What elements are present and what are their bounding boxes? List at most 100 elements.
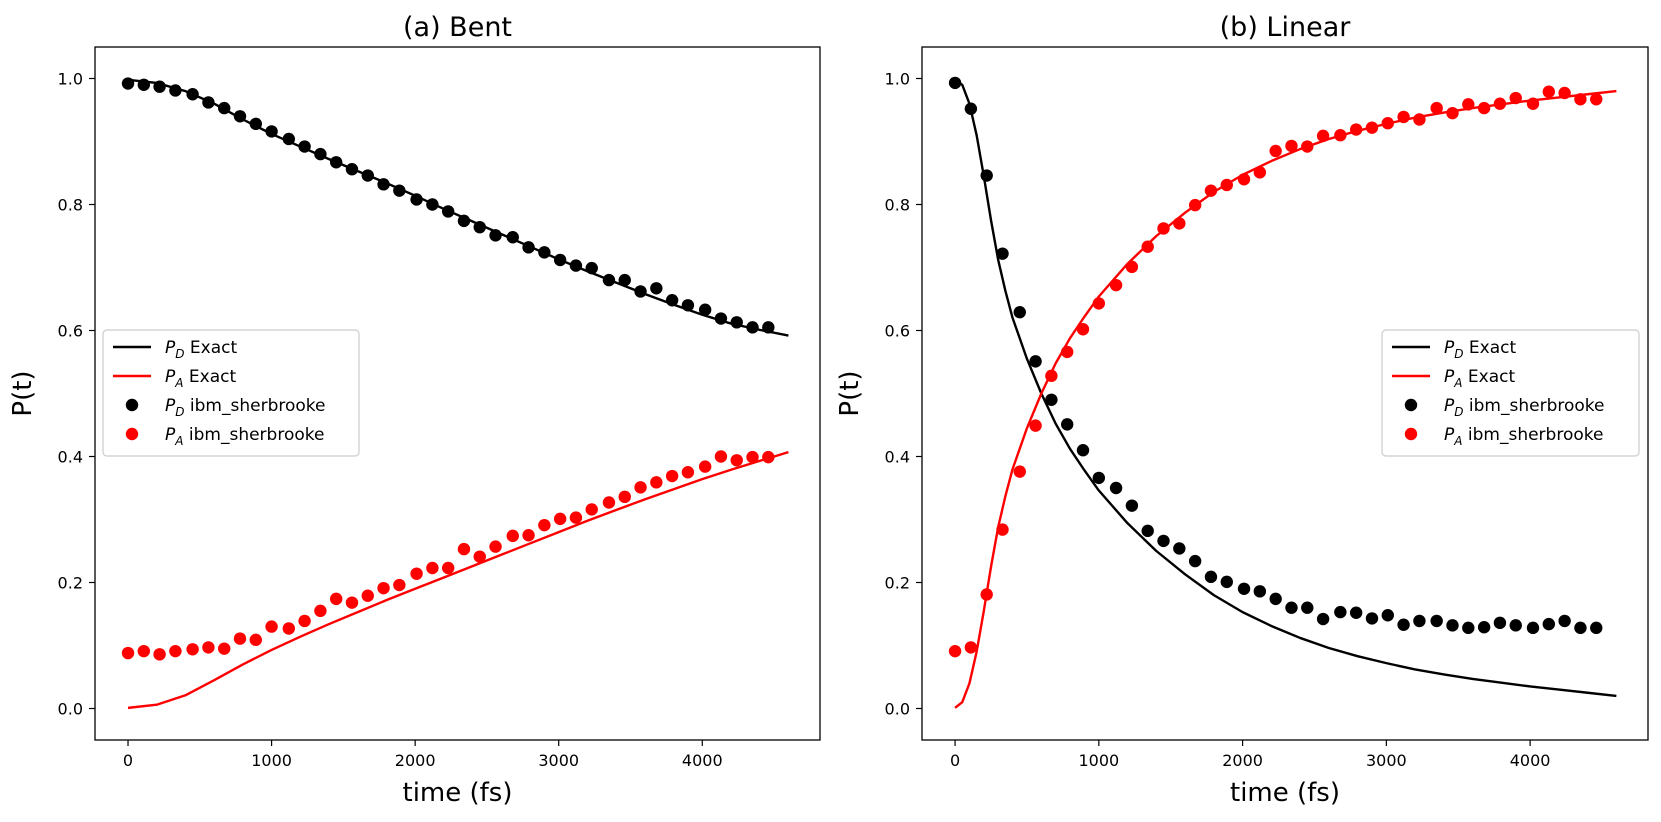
y-tick-label: 1.0 xyxy=(58,70,83,89)
data-point-pd xyxy=(1253,585,1267,598)
data-point-pa xyxy=(1349,123,1363,136)
data-point-pa xyxy=(121,646,135,660)
legend-marker-pa xyxy=(1404,427,1418,441)
data-point-pd xyxy=(298,140,311,153)
data-point-pa xyxy=(1316,129,1330,143)
data-point-pa xyxy=(1220,178,1233,192)
data-point-pa xyxy=(665,469,679,483)
data-point-pd xyxy=(996,247,1009,260)
legend-marker-pd xyxy=(1404,398,1418,412)
legend: PD Exact PA Exact PD ibm_sherbrooke PA ibm_… xyxy=(102,329,360,457)
data-point-pa xyxy=(1509,91,1522,105)
legend-label: PA ibm_sherbrooke xyxy=(165,425,324,448)
data-point-pd xyxy=(282,132,296,146)
data-point-pd xyxy=(964,102,978,115)
plot-frame xyxy=(921,46,1649,741)
data-point-pa xyxy=(1446,106,1459,120)
data-point-pa xyxy=(730,454,743,467)
data-point-pd xyxy=(426,198,439,211)
data-point-pa xyxy=(634,481,647,494)
data-point-pa xyxy=(393,578,406,592)
data-point-pd xyxy=(1365,612,1379,625)
data-point-pa xyxy=(1365,121,1379,134)
panel-bent: 0 1000 2000 3000 4000 0.0 0.2 0.4 0.6 0.8 1.0 (a) B… xyxy=(8,12,821,808)
data-point-pa xyxy=(602,496,616,509)
data-point-pa xyxy=(137,644,151,658)
data-point-pd xyxy=(265,125,278,138)
data-point-pa xyxy=(1285,139,1298,153)
y-tick-label: 0.4 xyxy=(885,448,910,467)
data-point-pa xyxy=(233,632,247,645)
x-tick-label: 2000 xyxy=(395,751,436,770)
chart-title: (a) Bent xyxy=(403,12,512,43)
data-point-pa xyxy=(282,622,296,635)
data-point-pa xyxy=(1590,93,1603,106)
data-point-pd xyxy=(1334,605,1347,619)
data-point-pd xyxy=(1045,393,1058,406)
data-point-pd xyxy=(1301,601,1314,614)
x-tick-label: 0 xyxy=(123,751,133,770)
data-point-pa xyxy=(1413,113,1426,126)
data-point-pa xyxy=(1045,369,1058,383)
data-point-pd xyxy=(1542,617,1556,631)
data-point-pa xyxy=(650,476,663,489)
legend-label: PD ibm_sherbrooke xyxy=(165,396,325,419)
series-line-pa-exact xyxy=(954,89,1617,709)
data-point-pa xyxy=(457,542,471,556)
data-point-pa xyxy=(489,540,502,553)
data-point-pd xyxy=(1125,499,1139,512)
data-point-pa xyxy=(1092,297,1106,310)
data-point-pd xyxy=(345,163,359,176)
data-point-pd xyxy=(1446,619,1459,632)
data-point-pa xyxy=(618,490,631,504)
data-point-pa xyxy=(948,644,962,658)
data-point-pa xyxy=(153,648,166,661)
data-point-pa xyxy=(186,643,199,656)
y-tick-label: 0.2 xyxy=(58,574,83,593)
data-point-pd xyxy=(1590,621,1603,635)
data-point-pd xyxy=(1413,614,1426,628)
data-point-pa xyxy=(1477,101,1491,115)
data-point-pd xyxy=(153,80,166,93)
data-point-pa xyxy=(361,589,374,602)
data-point-pd xyxy=(1237,582,1251,595)
data-point-pd xyxy=(762,321,775,334)
x-tick-label: 0 xyxy=(950,751,960,770)
legend-marker-pd xyxy=(125,398,139,412)
data-point-pd xyxy=(1141,524,1154,538)
data-point-pa xyxy=(169,644,182,658)
data-point-pa xyxy=(1237,173,1251,186)
data-point-pd xyxy=(393,184,406,197)
data-point-pa xyxy=(1301,140,1314,153)
legend-label: PD Exact xyxy=(1444,338,1516,361)
data-point-pd xyxy=(377,178,390,191)
data-point-pa xyxy=(1381,117,1394,130)
legend-label: PA Exact xyxy=(1444,367,1515,390)
data-point-pd xyxy=(585,261,598,275)
data-point-pa xyxy=(1173,217,1186,230)
data-point-pd xyxy=(1029,355,1042,368)
x-tick-label: 4000 xyxy=(682,751,723,770)
panel-linear: 0 1000 2000 3000 4000 0.0 0.2 0.4 0.6 0.8 1.0 (b) L… xyxy=(835,12,1649,808)
data-point-pa xyxy=(964,641,978,654)
data-point-pd xyxy=(618,273,631,287)
data-point-pa xyxy=(698,460,712,473)
data-point-pa xyxy=(714,450,728,463)
data-point-pd xyxy=(602,273,616,287)
data-point-pa xyxy=(1493,97,1507,110)
data-point-pa xyxy=(202,641,215,654)
data-point-pd xyxy=(218,101,231,115)
y-tick-label: 0.0 xyxy=(58,700,83,719)
data-point-pa xyxy=(1125,260,1139,274)
data-point-pa xyxy=(345,596,359,609)
data-point-pd xyxy=(1477,621,1491,634)
x-axis-label: time (fs) xyxy=(1230,778,1340,808)
legend-label: PA Exact xyxy=(165,367,236,390)
data-point-pd xyxy=(314,147,327,161)
data-point-pd xyxy=(121,77,135,90)
data-point-pd xyxy=(202,96,215,109)
data-point-pd xyxy=(441,205,455,218)
data-point-pd xyxy=(233,110,247,123)
data-point-pd xyxy=(410,193,423,206)
